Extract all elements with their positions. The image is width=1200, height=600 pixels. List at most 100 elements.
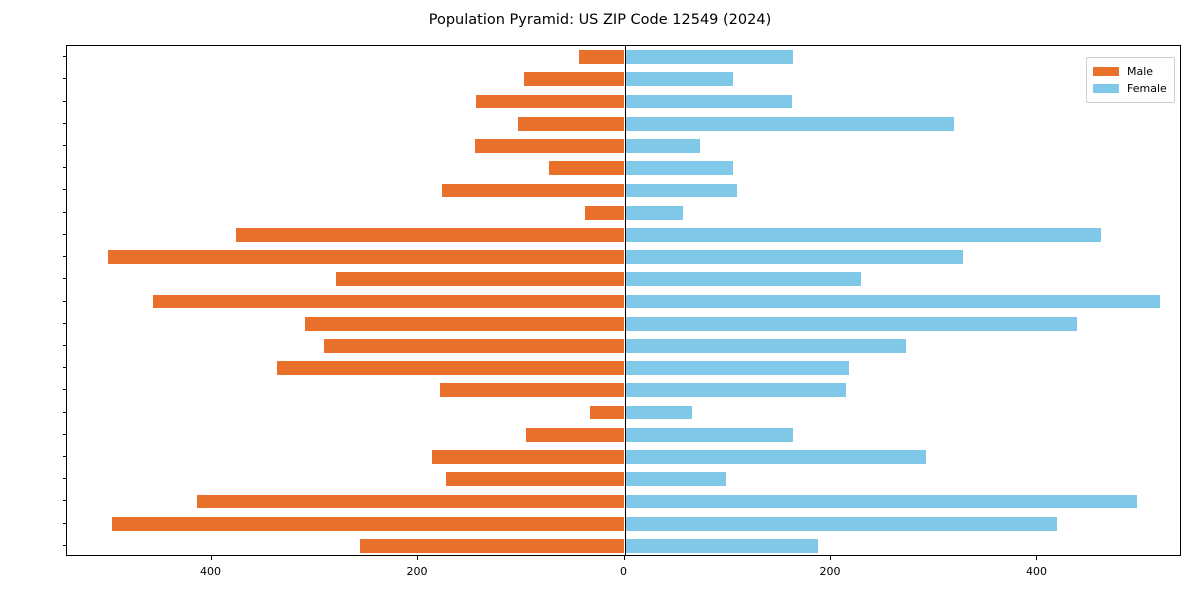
bar-female[interactable] — [624, 50, 793, 64]
y-axis-tick — [62, 433, 66, 435]
y-axis-tick — [62, 322, 66, 324]
bar-female[interactable] — [624, 339, 907, 353]
bar-male[interactable] — [336, 272, 625, 287]
legend-entry[interactable]: Female — [1093, 80, 1167, 97]
y-axis: 85+80-8475-7970-7467-6965-6662-6460-6155… — [0, 0, 66, 600]
bar-male[interactable] — [474, 139, 625, 153]
bar-male[interactable] — [276, 361, 625, 376]
bar-male[interactable] — [585, 205, 625, 220]
pyramid-row — [67, 227, 1180, 242]
bar-male[interactable] — [518, 116, 625, 131]
bar-male[interactable] — [112, 516, 625, 531]
bar-female[interactable] — [624, 227, 1102, 242]
bar-female[interactable] — [624, 94, 792, 109]
bar-male[interactable] — [236, 227, 625, 242]
bar-male[interactable] — [439, 383, 625, 398]
y-axis-tick — [62, 56, 66, 58]
x-axis-tick — [210, 556, 212, 560]
legend-entry[interactable]: Male — [1093, 63, 1167, 80]
bar-male[interactable] — [305, 316, 625, 331]
bar-male[interactable] — [441, 183, 625, 198]
pyramid-row — [67, 472, 1180, 487]
bar-female[interactable] — [624, 450, 926, 464]
y-axis-tick — [62, 122, 66, 124]
x-axis-tick — [417, 556, 419, 560]
bar-male[interactable] — [108, 250, 625, 264]
legend-color-swatch — [1093, 84, 1119, 93]
y-axis-tick — [62, 411, 66, 413]
legend-label: Female — [1127, 82, 1167, 95]
y-axis-tick — [62, 278, 66, 280]
y-axis-tick — [62, 100, 66, 102]
y-axis-tick — [62, 389, 66, 391]
y-axis-tick — [62, 233, 66, 235]
y-axis-tick — [62, 300, 66, 302]
pyramid-row — [67, 294, 1180, 309]
bar-female[interactable] — [624, 539, 818, 553]
page-title: Population Pyramid: US ZIP Code 12549 (2… — [428, 12, 772, 28]
legend-label: Male — [1127, 65, 1154, 78]
pyramid-row — [67, 250, 1180, 264]
bar-male[interactable] — [579, 50, 625, 64]
bar-male[interactable] — [475, 94, 625, 109]
bar-female[interactable] — [624, 250, 964, 264]
bar-female[interactable] — [624, 472, 726, 487]
pyramid-row — [67, 539, 1180, 553]
y-axis-tick — [62, 189, 66, 191]
pyramid-row — [67, 316, 1180, 331]
bar-female[interactable] — [624, 316, 1077, 331]
bar-male[interactable] — [432, 450, 625, 464]
pyramid-row — [67, 205, 1180, 220]
bar-male[interactable] — [590, 405, 625, 420]
y-axis-tick — [62, 456, 66, 458]
y-axis-tick — [62, 544, 66, 546]
pyramid-row — [67, 183, 1180, 198]
y-axis-tick — [62, 344, 66, 346]
x-axis-label: 400 — [200, 565, 222, 578]
bar-female[interactable] — [624, 494, 1137, 509]
bar-male[interactable] — [526, 427, 625, 442]
x-axis-tick — [1036, 556, 1038, 560]
bar-male[interactable] — [197, 494, 625, 509]
legend-color-swatch — [1093, 67, 1119, 76]
bar-male[interactable] — [152, 294, 625, 309]
x-axis-tick — [829, 556, 831, 560]
bar-female[interactable] — [624, 383, 847, 398]
bar-female[interactable] — [624, 516, 1058, 531]
bar-female[interactable] — [624, 361, 849, 376]
pyramid-row — [67, 494, 1180, 509]
x-axis-label: 0 — [620, 565, 627, 578]
bar-female[interactable] — [624, 72, 733, 87]
bar-female[interactable] — [624, 272, 861, 287]
bar-female[interactable] — [624, 294, 1161, 309]
y-axis-tick — [62, 367, 66, 369]
pyramid-row — [67, 450, 1180, 464]
y-axis-tick — [62, 211, 66, 213]
y-axis-tick — [62, 144, 66, 146]
pyramid-row — [67, 405, 1180, 420]
bar-female[interactable] — [624, 405, 692, 420]
pyramid-row — [67, 427, 1180, 442]
bar-female[interactable] — [624, 116, 954, 131]
bar-male[interactable] — [549, 161, 625, 176]
plot-area — [66, 45, 1181, 556]
bar-female[interactable] — [624, 161, 733, 176]
x-axis-label: 200 — [819, 565, 841, 578]
x-axis-label: 200 — [406, 565, 428, 578]
bar-female[interactable] — [624, 183, 738, 198]
pyramid-row — [67, 139, 1180, 153]
bar-female[interactable] — [624, 427, 793, 442]
pyramid-row — [67, 94, 1180, 109]
bar-female[interactable] — [624, 139, 700, 153]
pyramid-row — [67, 72, 1180, 87]
bar-male[interactable] — [524, 72, 625, 87]
bar-female[interactable] — [624, 205, 684, 220]
zero-axis-line — [624, 46, 626, 555]
chart-legend: Male Female — [1086, 57, 1175, 103]
bar-male[interactable] — [445, 472, 625, 487]
bar-male[interactable] — [360, 539, 625, 553]
pyramid-row — [67, 339, 1180, 353]
pyramid-row — [67, 161, 1180, 176]
bar-male[interactable] — [324, 339, 625, 353]
